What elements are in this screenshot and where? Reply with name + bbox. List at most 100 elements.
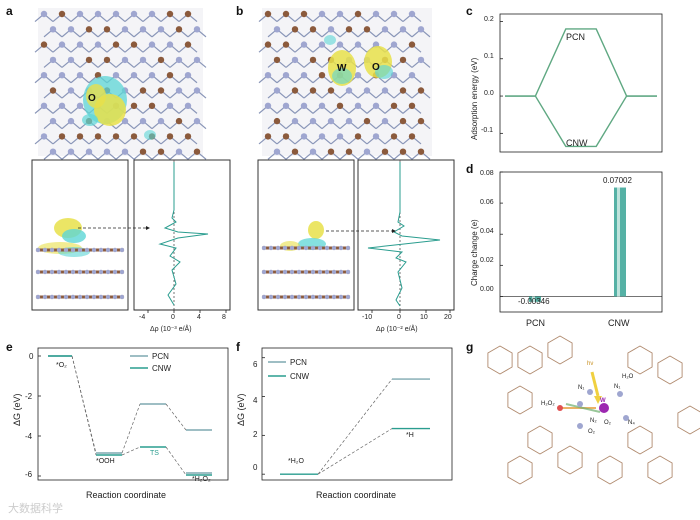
- lattice-atom: [381, 148, 389, 155]
- lattice-atom: [166, 133, 174, 140]
- lattice-atom: [139, 26, 147, 33]
- lattice-atom: [40, 102, 48, 110]
- lattice-atom: [166, 72, 174, 79]
- panel-g-n4: N₄: [628, 420, 635, 426]
- lattice-atom: [327, 87, 335, 94]
- panel-c-cnw-line: [505, 95, 657, 148]
- layer-atom: [35, 294, 41, 300]
- layer-atom: [49, 294, 55, 300]
- layer-atom: [296, 269, 302, 275]
- panel-c-ytick-3: -0.1: [481, 127, 494, 134]
- lattice-atom: [157, 56, 165, 64]
- lattice-atom: [148, 10, 156, 18]
- layer-atom: [119, 247, 125, 253]
- lattice-atom: [417, 26, 425, 33]
- layer-atom: [63, 269, 69, 275]
- lattice-atom: [318, 10, 326, 18]
- layer-atom: [35, 247, 41, 253]
- layer-atom: [91, 269, 97, 275]
- panel-b-xaxis-label: Δρ (10⁻² e/Å): [376, 326, 418, 333]
- lattice-atom: [175, 117, 183, 125]
- lattice-atom: [139, 87, 147, 94]
- panel-d-bar-highlight: [532, 296, 535, 302]
- lattice-atom: [309, 56, 317, 64]
- panel-b-tick-3: 20: [444, 314, 452, 321]
- lattice-atom: [67, 148, 75, 155]
- lattice-atom: [130, 72, 138, 79]
- lattice-atom: [264, 10, 272, 18]
- lattice-atom: [300, 133, 308, 140]
- panel-f-annot-h: *H: [406, 432, 414, 439]
- lattice-atom: [354, 41, 362, 48]
- lattice-ring: [627, 425, 653, 455]
- lattice-ring: [657, 355, 683, 385]
- layer-atom: [91, 247, 97, 253]
- panel-a-o-label: O: [88, 93, 96, 104]
- legend-e-pcn-label: PCN: [152, 352, 169, 361]
- lattice-atom: [291, 26, 299, 33]
- panel-e-ytick-2: -4: [25, 432, 33, 441]
- layer-atom: [42, 247, 48, 253]
- panel-g-h2o: H₂O: [622, 374, 634, 380]
- lattice-atom: [49, 117, 57, 125]
- panel-e-ytick-3: -6: [25, 470, 33, 479]
- lattice-atom: [390, 41, 398, 48]
- lattice-atom: [121, 26, 129, 33]
- panel-letter-b: b: [236, 4, 244, 18]
- panel-b-o-label: O: [372, 62, 380, 73]
- layer-atom: [56, 247, 62, 253]
- lattice-atom: [175, 26, 183, 33]
- lattice-ring: [647, 455, 673, 485]
- lattice-atom: [130, 102, 138, 110]
- lattice-atom: [417, 56, 425, 64]
- lattice-atom: [336, 133, 344, 140]
- layer-atom: [303, 269, 309, 275]
- lattice-atom: [40, 72, 48, 79]
- lattice-atom: [157, 117, 165, 125]
- layer-atom: [338, 269, 344, 275]
- panel-b-tick-0: -10: [362, 314, 373, 321]
- layer-atom: [98, 294, 104, 300]
- lattice-atom: [85, 26, 93, 33]
- lattice-atom: [166, 102, 174, 110]
- lattice-atom: [300, 10, 308, 18]
- panel-f-ytick-0: 6: [253, 360, 258, 369]
- legend-e-cnw-label: CNW: [152, 364, 172, 373]
- layer-atom: [282, 269, 288, 275]
- lattice-atom: [94, 133, 102, 140]
- lattice-atom: [399, 26, 407, 33]
- panel-d-ytick-2: 0.04: [480, 228, 494, 235]
- layer-atom: [310, 245, 316, 251]
- legend-f-pcn-label: PCN: [290, 358, 307, 367]
- layer-atom: [105, 294, 111, 300]
- layer-atom: [303, 245, 309, 251]
- panel-e-ylabel: ΔG (eV): [12, 393, 22, 426]
- panel-a-tick-1: 0: [171, 314, 175, 321]
- lattice-atom: [300, 72, 308, 79]
- lattice-atom: [363, 26, 371, 33]
- lattice-atom: [184, 10, 192, 18]
- layer-atom: [261, 245, 267, 251]
- panel-d-category-cnw: CNW: [608, 318, 630, 328]
- lattice-atom: [67, 26, 75, 33]
- layer-atom: [261, 294, 267, 300]
- layer-atom: [345, 269, 351, 275]
- watermark: 大数据科学: [8, 502, 63, 515]
- layer-atom: [289, 269, 295, 275]
- legend-f-cnw-label: CNW: [290, 372, 310, 381]
- panel-e-cnw-connector: [121, 446, 141, 456]
- lattice-atom: [49, 26, 57, 33]
- panel-g-o2: O₂: [588, 429, 595, 435]
- panel-g-n2: N₂: [590, 418, 597, 424]
- lattice-atom: [309, 148, 317, 155]
- lattice-atom: [264, 72, 272, 79]
- panel-d-ylabel: Charge change (e): [470, 219, 479, 286]
- lattice-atom: [318, 72, 326, 79]
- lattice-atom: [291, 56, 299, 64]
- panel-e-annot-ts: TS: [150, 450, 159, 457]
- lattice-atom: [273, 117, 281, 125]
- lattice-atom: [309, 87, 317, 94]
- layer-atom: [84, 269, 90, 275]
- lattice-atom: [345, 117, 353, 125]
- layer-atom: [49, 247, 55, 253]
